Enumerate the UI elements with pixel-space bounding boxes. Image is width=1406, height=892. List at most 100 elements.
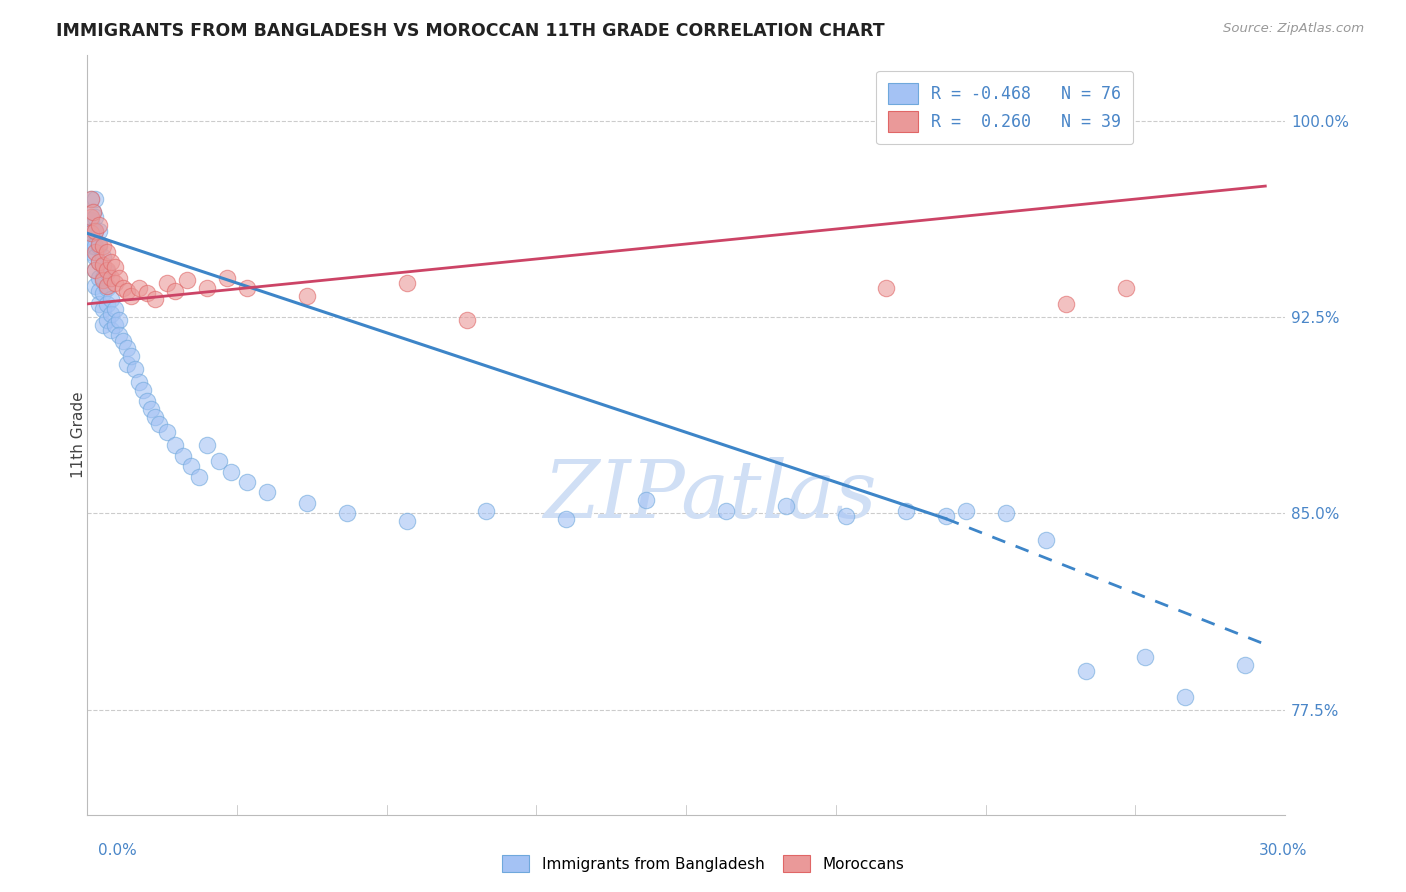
Text: ZIPatlas: ZIPatlas xyxy=(543,457,877,534)
Point xyxy=(115,342,138,356)
Point xyxy=(115,357,138,371)
Point xyxy=(124,362,146,376)
Text: 0.0%: 0.0% xyxy=(98,843,138,858)
Point xyxy=(1174,690,1197,704)
Point xyxy=(80,211,103,225)
Point xyxy=(80,213,103,227)
Point xyxy=(91,250,114,264)
Point xyxy=(935,509,957,524)
Point xyxy=(104,260,127,275)
Point xyxy=(84,250,107,264)
Point xyxy=(91,286,114,301)
Point xyxy=(295,289,318,303)
Point xyxy=(195,438,218,452)
Point xyxy=(955,504,977,518)
Point xyxy=(636,493,658,508)
Text: 30.0%: 30.0% xyxy=(1260,843,1308,858)
Point xyxy=(120,289,142,303)
Point xyxy=(208,454,231,468)
Point xyxy=(84,224,107,238)
Point xyxy=(1135,650,1157,665)
Point xyxy=(456,312,478,326)
Point xyxy=(143,409,166,424)
Point xyxy=(91,273,114,287)
Point xyxy=(84,224,107,238)
Y-axis label: 11th Grade: 11th Grade xyxy=(72,392,86,478)
Point xyxy=(128,281,150,295)
Point xyxy=(295,496,318,510)
Point xyxy=(84,278,107,293)
Point xyxy=(87,270,110,285)
Point xyxy=(395,276,418,290)
Point xyxy=(96,265,118,279)
Point xyxy=(82,224,104,238)
Point xyxy=(82,205,104,219)
Point xyxy=(87,224,110,238)
Point xyxy=(96,312,118,326)
Point xyxy=(87,255,110,269)
Point xyxy=(775,499,797,513)
Point xyxy=(132,384,155,398)
Point xyxy=(136,286,159,301)
Point xyxy=(148,417,170,432)
Point xyxy=(96,278,118,293)
Point xyxy=(91,258,114,272)
Point xyxy=(82,205,104,219)
Point xyxy=(1035,533,1057,547)
Point xyxy=(80,231,103,245)
Text: Source: ZipAtlas.com: Source: ZipAtlas.com xyxy=(1223,22,1364,36)
Point xyxy=(108,312,131,326)
Point xyxy=(1074,664,1097,678)
Point xyxy=(187,469,209,483)
Point xyxy=(87,255,110,269)
Point xyxy=(100,292,122,306)
Point xyxy=(91,239,114,253)
Point xyxy=(994,507,1017,521)
Point xyxy=(84,239,107,253)
Point xyxy=(100,255,122,269)
Point xyxy=(894,504,917,518)
Point xyxy=(163,284,186,298)
Point xyxy=(100,323,122,337)
Point xyxy=(80,226,103,240)
Point xyxy=(336,507,359,521)
Point xyxy=(77,224,100,238)
Text: IMMIGRANTS FROM BANGLADESH VS MOROCCAN 11TH GRADE CORRELATION CHART: IMMIGRANTS FROM BANGLADESH VS MOROCCAN 1… xyxy=(56,22,884,40)
Point xyxy=(84,263,107,277)
Point xyxy=(84,211,107,225)
Point xyxy=(128,376,150,390)
Point xyxy=(104,318,127,332)
Point xyxy=(156,276,179,290)
Point xyxy=(80,192,103,206)
Point xyxy=(115,284,138,298)
Point xyxy=(100,307,122,321)
Point xyxy=(1234,658,1257,673)
Point xyxy=(91,270,114,285)
Point xyxy=(87,284,110,298)
Point xyxy=(136,393,159,408)
Point xyxy=(80,192,103,206)
Point xyxy=(236,475,259,489)
Point xyxy=(195,281,218,295)
Point xyxy=(80,244,103,259)
Point xyxy=(163,438,186,452)
Point xyxy=(87,297,110,311)
Point xyxy=(139,401,162,416)
Point xyxy=(219,465,242,479)
Point xyxy=(108,270,131,285)
Point xyxy=(180,459,202,474)
Point xyxy=(215,270,238,285)
Point xyxy=(82,239,104,253)
Point xyxy=(143,292,166,306)
Point xyxy=(87,219,110,233)
Point xyxy=(1115,281,1137,295)
Point xyxy=(104,276,127,290)
Point xyxy=(111,334,134,348)
Point xyxy=(875,281,897,295)
Point xyxy=(176,273,198,287)
Legend: Immigrants from Bangladesh, Moroccans: Immigrants from Bangladesh, Moroccans xyxy=(494,847,912,880)
Point xyxy=(84,244,107,259)
Point xyxy=(84,192,107,206)
Point xyxy=(156,425,179,440)
Point xyxy=(172,449,194,463)
